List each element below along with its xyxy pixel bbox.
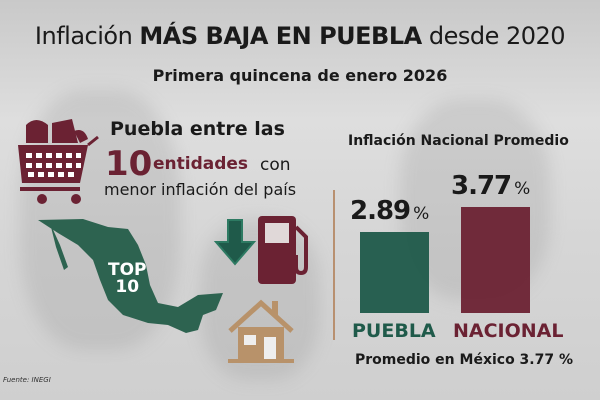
chart-title: Inflación Nacional Promedio: [348, 133, 569, 149]
category-label-puebla: PUEBLA: [352, 320, 436, 342]
headline-line3: menor inflación del país: [104, 180, 297, 199]
house-icon: [228, 299, 294, 363]
down-arrow-icon: [213, 219, 257, 266]
divider: [333, 190, 335, 340]
value-number: 2.89: [350, 195, 411, 226]
bar-nacional: [461, 207, 530, 313]
page-title: Inflación MÁS BAJA EN PUEBLA desde 2020: [0, 22, 600, 50]
subtitle: Primera quincena de enero 2026: [152, 66, 448, 85]
value-label-puebla: 2.89%: [350, 195, 429, 226]
title-prefix: Inflación: [34, 22, 133, 50]
top10-badge-line1: TOP: [108, 260, 147, 280]
shopping-cart-icon: [18, 119, 99, 204]
value-unit: %: [514, 179, 530, 199]
headline-con: con: [260, 155, 291, 175]
headline-number: 10: [105, 144, 153, 184]
top10-badge-line2: 10: [115, 277, 140, 297]
gas-pump-icon: [258, 216, 308, 284]
mexico-map-icon: [38, 219, 223, 333]
headline-line1: Puebla entre las: [110, 118, 285, 140]
title-bold: MÁS BAJA EN PUEBLA: [139, 22, 422, 50]
source-text: Fuente: INEGI: [3, 376, 51, 384]
category-label-nacional: NACIONAL: [453, 320, 564, 342]
national-average-note: Promedio en México 3.77 %: [355, 352, 574, 368]
headline-entidades: entidades: [153, 154, 249, 174]
value-label-nacional: 3.77%: [451, 171, 530, 201]
value-number: 3.77: [451, 171, 512, 201]
top10-badge: TOP 10: [108, 262, 147, 296]
title-suffix: desde 2020: [428, 22, 566, 50]
bar-puebla: [360, 231, 429, 313]
value-unit: %: [413, 203, 429, 224]
